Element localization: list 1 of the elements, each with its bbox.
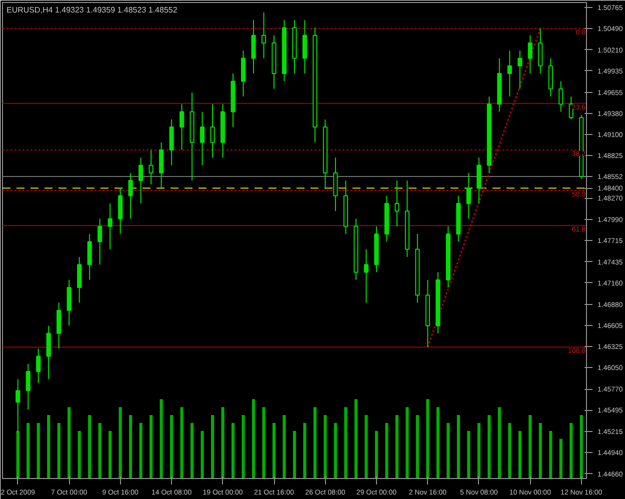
chart-title: EURUSD,H4 1.49323 1.49359 1.48523 1.48552 <box>6 6 178 14</box>
